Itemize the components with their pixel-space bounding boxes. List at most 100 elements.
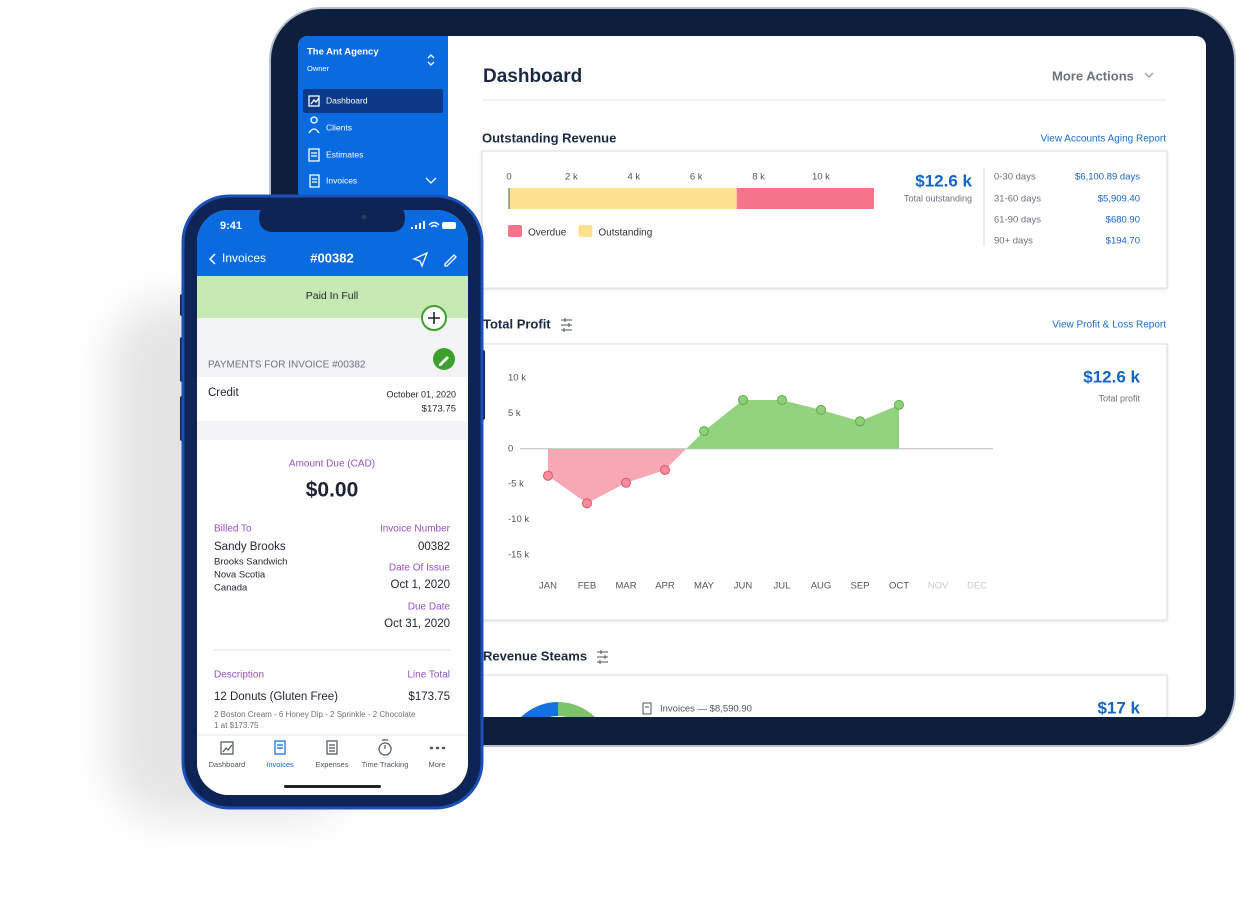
issue-date: Oct 1, 2020 [391, 579, 450, 591]
section-heading: Outstanding Revenue [482, 130, 616, 145]
x-tick-label: FEB [578, 581, 596, 592]
data-point [582, 498, 592, 509]
x-tick-label: SEP [850, 581, 869, 592]
invoice-number: 00382 [418, 541, 450, 553]
total-label: Total profit [1098, 393, 1140, 403]
x-tick-label: AUG [811, 581, 832, 592]
y-tick-label: 5 k [508, 408, 521, 419]
item-total: $173.75 [408, 691, 450, 703]
due-label: Due Date [408, 602, 451, 613]
data-point [621, 477, 631, 488]
y-tick-label: -5 k [508, 479, 524, 490]
x-tick-label: DEC [967, 581, 987, 592]
bar-segment [509, 188, 737, 209]
aging-period: 90+ days [994, 236, 1033, 247]
donut-segment [505, 702, 559, 717]
tablet: The Ant Agency Owner Dashboard Clients E… [269, 7, 1236, 747]
data-point [777, 394, 787, 405]
menu-item[interactable]: Invoices [326, 175, 357, 185]
profit-chart: 10 k 5 k 0 -5 k -10 k -15 k JAN FEB MAR APR MAY JUN… [508, 373, 993, 592]
report-link[interactable]: View Accounts Aging Report [1041, 134, 1167, 145]
filter-icon[interactable] [597, 650, 608, 664]
wifi-icon [428, 221, 440, 228]
account-role: Owner [307, 64, 330, 73]
filter-icon[interactable] [561, 318, 572, 332]
legend-label: Overdue [528, 228, 567, 239]
tab[interactable]: Dashboard [209, 760, 246, 769]
menu-selected [303, 89, 443, 113]
x-tick-label: 4 k [627, 172, 640, 183]
tab-icon [220, 741, 234, 755]
tab[interactable]: More [428, 760, 445, 769]
data-point [738, 394, 748, 405]
item: 12 Donuts (Gluten Free) [214, 691, 338, 703]
back-link[interactable]: Invoices [222, 251, 266, 265]
description-label: Description [214, 670, 264, 681]
bar-segment [736, 188, 874, 209]
payment-date: October 01, 2020 [386, 389, 456, 399]
section-bg [197, 421, 468, 440]
amount-due: $0.00 [306, 479, 359, 502]
tab-icon [326, 740, 338, 755]
tab[interactable]: Time Tracking [362, 760, 409, 769]
page-title: Dashboard [483, 66, 582, 87]
menu-item[interactable]: Clients [326, 122, 352, 132]
menu-icon [308, 95, 320, 107]
send-icon[interactable] [412, 251, 429, 268]
battery-icon [442, 222, 456, 229]
edit-icon[interactable] [444, 254, 457, 267]
data-point [543, 470, 553, 481]
x-tick-label: MAY [694, 581, 715, 592]
total-value: $12.6 k [915, 171, 972, 190]
payments-heading: PAYMENTS FOR INVOICE #00382 [208, 360, 366, 371]
back-chevron[interactable] [208, 253, 216, 265]
more-actions[interactable]: More Actions [1052, 68, 1134, 83]
signal-icon [411, 221, 425, 229]
invoice-title: #00382 [310, 250, 353, 265]
menu-icon [308, 148, 320, 162]
section-heading: Total Profit [483, 316, 551, 331]
amount-due-label: Amount Due (CAD) [289, 459, 375, 470]
edit-icon [439, 356, 449, 366]
payment-amount: $173.75 [422, 404, 456, 415]
y-tick-label: -15 k [508, 550, 529, 561]
x-tick-label: JAN [539, 581, 557, 592]
aging-amount: $5,909.40 [1098, 194, 1140, 205]
menu-item[interactable]: Estimates [326, 149, 363, 159]
camera [361, 214, 367, 220]
issue-label: Date Of Issue [389, 563, 451, 574]
report-link[interactable]: View Profit & Loss Report [1052, 320, 1166, 331]
section-heading: Revenue Steams [483, 648, 587, 663]
phone-screen: 9:41 Invoices #00382 Paid In Full PAYMEN… [197, 210, 468, 795]
section-bg [197, 318, 468, 377]
total-value: $17 k [1097, 698, 1140, 717]
client-name: Sandy Brooks [214, 541, 286, 553]
billed-to-label: Billed To [214, 524, 252, 535]
menu-expand[interactable] [425, 177, 437, 184]
x-tick-label: NOV [928, 581, 949, 592]
menu-icon [308, 116, 320, 134]
menu-icon [309, 174, 320, 188]
tab[interactable]: Expenses [316, 760, 349, 769]
menu-item[interactable]: Dashboard [326, 95, 368, 105]
aging-amount: $680.90 [1106, 215, 1140, 226]
aging-period: 61-90 days [994, 215, 1041, 226]
y-tick-label: -10 k [508, 514, 529, 525]
payment-method: Credit [208, 387, 239, 399]
invoice-number-label: Invoice Number [380, 524, 451, 535]
stream-item: Invoices — $8,590.90 [660, 704, 752, 715]
data-point [894, 399, 904, 410]
total-value: $12.6 k [1083, 367, 1140, 386]
x-tick-label: OCT [889, 581, 909, 592]
home-indicator [284, 785, 381, 788]
account-switch[interactable] [427, 54, 435, 66]
tab[interactable]: Invoices [266, 760, 294, 769]
x-tick-label: JUN [734, 581, 753, 592]
aging-period: 31-60 days [994, 194, 1041, 205]
phone: 9:41 Invoices #00382 Paid In Full PAYMEN… [110, 194, 485, 820]
aging-amount: $194.70 [1106, 236, 1140, 247]
profit-area [548, 399, 899, 504]
x-tick-label: 6 k [690, 172, 703, 183]
outstanding-chart: 0 2 k 4 k 6 k 8 k 10 k Overdue Outstanding [506, 172, 874, 239]
x-tick-label: 2 k [565, 172, 578, 183]
